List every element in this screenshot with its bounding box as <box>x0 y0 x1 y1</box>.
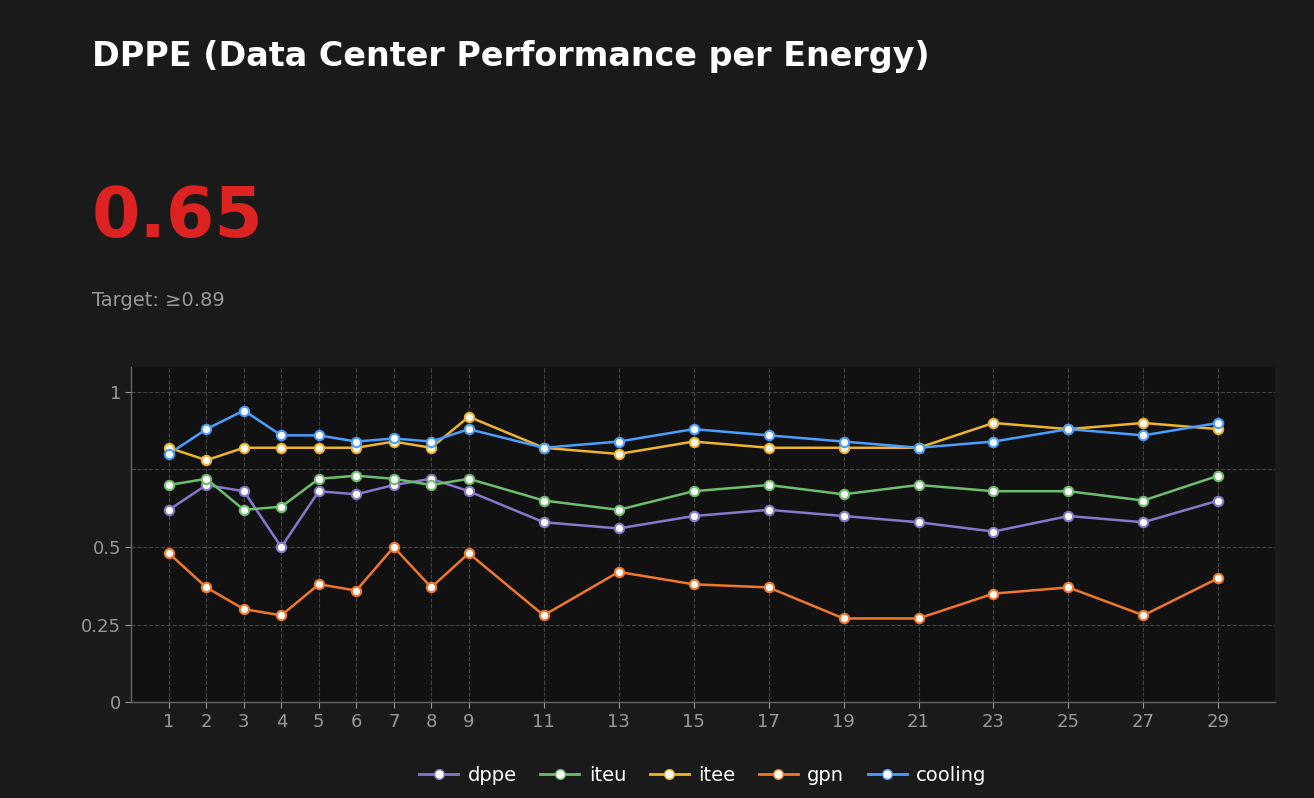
Point <box>983 417 1004 429</box>
Point <box>196 581 217 594</box>
Point <box>1058 581 1079 594</box>
Point <box>271 541 292 554</box>
Text: 0.65: 0.65 <box>92 184 264 251</box>
Point <box>1133 516 1154 528</box>
Point <box>420 479 442 492</box>
Point <box>908 441 929 454</box>
Point <box>196 479 217 492</box>
Point <box>1208 423 1229 436</box>
Point <box>271 500 292 513</box>
Point <box>196 472 217 485</box>
Point <box>833 510 854 523</box>
Point <box>309 485 330 498</box>
Point <box>1133 417 1154 429</box>
Point <box>983 525 1004 538</box>
Point <box>908 441 929 454</box>
Point <box>1133 609 1154 622</box>
Point <box>384 432 405 444</box>
Point <box>758 581 779 594</box>
Point <box>271 429 292 442</box>
Point <box>234 441 255 454</box>
Point <box>346 441 367 454</box>
Point <box>384 541 405 554</box>
Point <box>309 441 330 454</box>
Point <box>683 485 704 498</box>
Point <box>420 581 442 594</box>
Point <box>271 609 292 622</box>
Point <box>384 472 405 485</box>
Point <box>533 609 555 622</box>
Point <box>196 454 217 467</box>
Point <box>758 479 779 492</box>
Point <box>384 479 405 492</box>
Point <box>1133 429 1154 442</box>
Point <box>683 578 704 591</box>
Point <box>459 485 480 498</box>
Point <box>908 612 929 625</box>
Point <box>346 488 367 500</box>
Point <box>1208 494 1229 507</box>
Point <box>533 441 555 454</box>
Point <box>420 435 442 448</box>
Point <box>608 448 629 460</box>
Point <box>608 504 629 516</box>
Legend: dppe, iteu, itee, gpn, cooling: dppe, iteu, itee, gpn, cooling <box>411 759 995 793</box>
Point <box>833 441 854 454</box>
Point <box>271 441 292 454</box>
Point <box>420 441 442 454</box>
Point <box>833 435 854 448</box>
Point <box>1208 571 1229 584</box>
Point <box>1058 423 1079 436</box>
Point <box>1058 423 1079 436</box>
Point <box>1058 485 1079 498</box>
Point <box>683 435 704 448</box>
Point <box>309 429 330 442</box>
Point <box>159 441 180 454</box>
Point <box>1208 417 1229 429</box>
Point <box>196 423 217 436</box>
Point <box>384 435 405 448</box>
Point <box>234 602 255 615</box>
Point <box>1208 469 1229 482</box>
Point <box>683 510 704 523</box>
Point <box>608 566 629 579</box>
Point <box>908 516 929 528</box>
Point <box>420 472 442 485</box>
Point <box>159 504 180 516</box>
Point <box>309 578 330 591</box>
Point <box>234 485 255 498</box>
Point <box>459 547 480 559</box>
Point <box>983 485 1004 498</box>
Point <box>683 423 704 436</box>
Point <box>833 488 854 500</box>
Point <box>234 504 255 516</box>
Point <box>533 441 555 454</box>
Point <box>159 448 180 460</box>
Point <box>346 584 367 597</box>
Point <box>346 435 367 448</box>
Point <box>533 494 555 507</box>
Text: DPPE (Data Center Performance per Energy): DPPE (Data Center Performance per Energy… <box>92 40 929 73</box>
Point <box>459 423 480 436</box>
Point <box>234 404 255 417</box>
Text: Target: ≥0.89: Target: ≥0.89 <box>92 291 225 310</box>
Point <box>758 429 779 442</box>
Point <box>459 472 480 485</box>
Point <box>1133 494 1154 507</box>
Point <box>346 469 367 482</box>
Point <box>159 547 180 559</box>
Point <box>459 410 480 423</box>
Point <box>608 435 629 448</box>
Point <box>608 522 629 535</box>
Point <box>309 472 330 485</box>
Point <box>758 504 779 516</box>
Point <box>908 479 929 492</box>
Point <box>159 479 180 492</box>
Point <box>983 587 1004 600</box>
Point <box>1058 510 1079 523</box>
Point <box>983 435 1004 448</box>
Point <box>533 516 555 528</box>
Point <box>758 441 779 454</box>
Point <box>833 612 854 625</box>
